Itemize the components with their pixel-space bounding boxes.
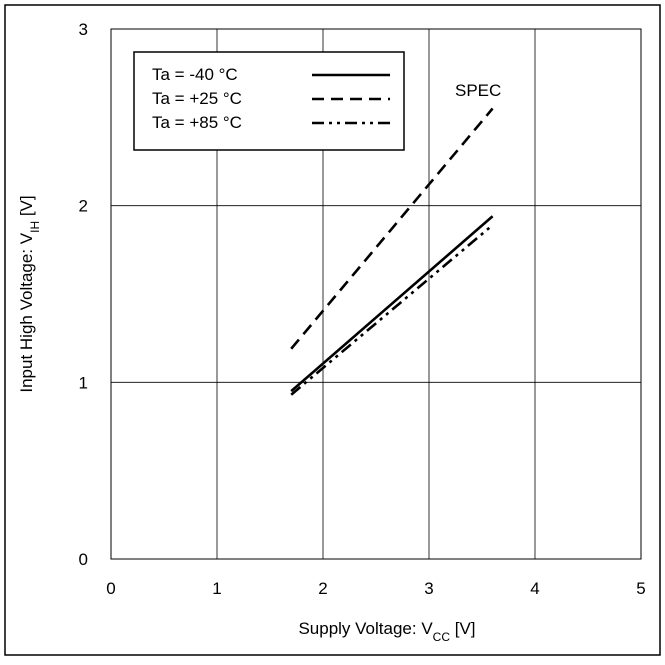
y-tick-label: 2 xyxy=(79,197,88,216)
legend: Ta = -40 °C Ta = +25 °C Ta = +85 °C xyxy=(133,51,405,151)
figure-border xyxy=(4,4,661,656)
plot-frame xyxy=(110,28,642,560)
spec-annotation: SPEC xyxy=(455,81,501,100)
legend-box xyxy=(133,51,405,151)
y-tick-label: 0 xyxy=(79,550,88,569)
legend-label: Ta = -40 °C xyxy=(152,65,238,84)
x-tick-label: 5 xyxy=(636,579,645,598)
legend-label: Ta = +85 °C xyxy=(152,113,242,132)
x-tick-label: 0 xyxy=(106,579,115,598)
x-axis-label: Supply Voltage: VCC [V] xyxy=(298,619,475,644)
series-line xyxy=(290,224,494,396)
series-line xyxy=(290,215,494,393)
y-axis-label: Input High Voltage: VIH [V] xyxy=(17,195,42,392)
legend-label: Ta = +25 °C xyxy=(152,89,242,108)
x-tick-label: 3 xyxy=(424,579,433,598)
series-line xyxy=(290,107,494,350)
y-tick-label: 3 xyxy=(79,20,88,39)
x-tick-label: 2 xyxy=(318,579,327,598)
series-group xyxy=(290,107,494,396)
x-tick-label: 4 xyxy=(530,579,539,598)
y-tick-label: 1 xyxy=(79,373,88,392)
x-tick-label: 1 xyxy=(212,579,221,598)
tick-labels: 0 1 2 3 4 5 0 1 2 3 xyxy=(79,20,646,598)
